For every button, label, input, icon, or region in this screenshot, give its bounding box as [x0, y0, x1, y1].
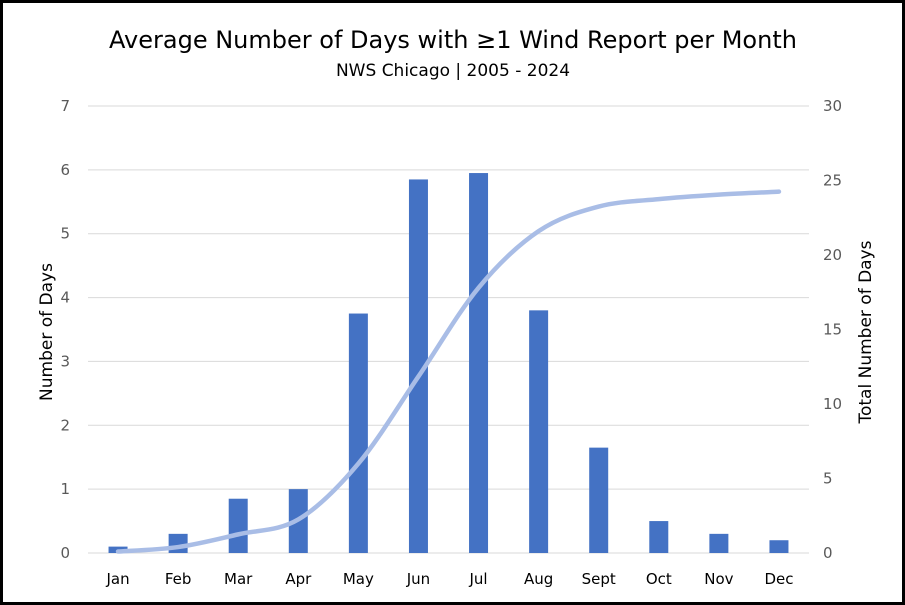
- left-tick-label: 0: [60, 544, 70, 562]
- category-label: Sept: [582, 570, 616, 588]
- bar: [469, 173, 489, 554]
- category-label: Oct: [646, 570, 672, 588]
- category-label: Jan: [105, 570, 129, 588]
- category-label: May: [343, 570, 374, 588]
- gridlines: [88, 105, 809, 554]
- right-tick-label: 10: [823, 395, 842, 413]
- category-label: Jul: [468, 570, 487, 588]
- right-tick-label: 20: [823, 246, 842, 264]
- left-tick-label: 7: [60, 97, 70, 115]
- category-label: Apr: [285, 570, 312, 588]
- bar: [529, 310, 549, 553]
- bar: [408, 179, 428, 553]
- left-tick-label: 1: [60, 480, 70, 498]
- bar: [769, 540, 789, 553]
- chart-title: Average Number of Days with ≥1 Wind Repo…: [109, 26, 797, 54]
- left-tick-label: 2: [60, 416, 70, 434]
- left-tick-label: 6: [60, 161, 70, 179]
- cumulative-line: [115, 189, 782, 554]
- right-tick-label: 0: [823, 544, 833, 562]
- bar: [348, 313, 368, 553]
- right-tick-label: 25: [823, 172, 842, 190]
- bar: [649, 521, 669, 553]
- right-axis-ticks: 0 5 10 15 20 25 30: [823, 97, 842, 562]
- left-tick-label: 5: [60, 225, 70, 243]
- line-series: [115, 189, 782, 554]
- right-tick-label: 30: [823, 97, 842, 115]
- chart-subtitle: NWS Chicago | 2005 - 2024: [336, 61, 570, 81]
- category-label: Dec: [764, 570, 793, 588]
- left-tick-label: 4: [60, 289, 70, 307]
- bar: [709, 533, 729, 553]
- category-label: Aug: [524, 570, 553, 588]
- category-label: Jun: [406, 570, 430, 588]
- left-axis-ticks: 0 1 2 3 4 5 6 7: [60, 97, 70, 562]
- category-label: Feb: [165, 570, 192, 588]
- right-axis-title: Total Number of Days: [856, 240, 876, 424]
- left-axis-title: Number of Days: [37, 263, 57, 401]
- wind-report-chart: Average Number of Days with ≥1 Wind Repo…: [37, 26, 876, 588]
- left-tick-label: 3: [60, 352, 70, 370]
- bar-series: [108, 173, 789, 554]
- category-axis-ticks: Jan Feb Mar Apr May Jun Jul Aug Sept Oct Nov Dec: [105, 570, 793, 588]
- bar: [589, 447, 609, 553]
- category-label: Nov: [704, 570, 733, 588]
- right-tick-label: 15: [823, 321, 842, 339]
- category-label: Mar: [224, 570, 253, 588]
- right-tick-label: 5: [823, 470, 833, 488]
- bar: [228, 498, 248, 553]
